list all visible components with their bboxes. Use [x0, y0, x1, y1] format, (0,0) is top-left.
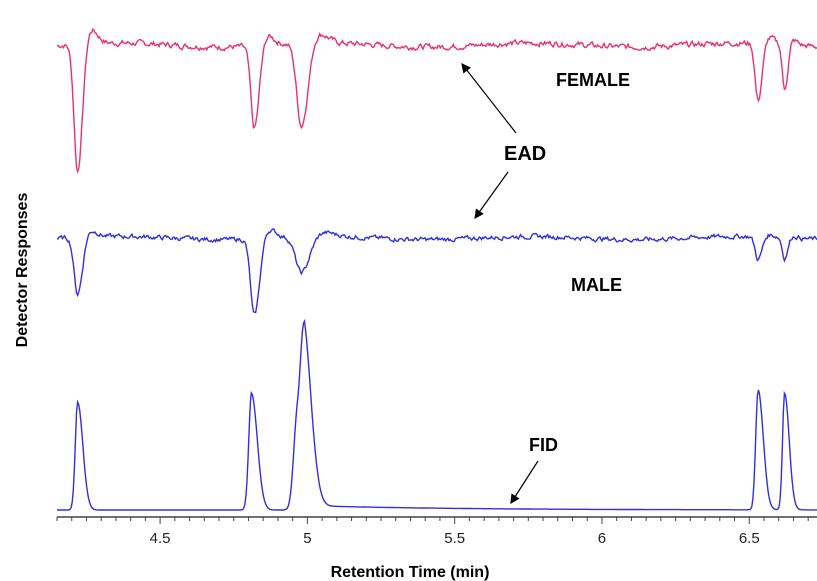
ead-label: EAD [504, 143, 546, 165]
fid-label: FID [529, 435, 558, 455]
x-tick-label: 5.5 [444, 530, 465, 547]
female-trace [56, 27, 817, 174]
x-tick-label: 4.5 [150, 530, 171, 547]
x-axis-title: Retention Time (min) [331, 564, 490, 581]
ead-female-arrow [461, 63, 517, 134]
male-label: MALE [571, 275, 622, 295]
fid-trace [57, 318, 817, 511]
x-tick-label: 6.5 [739, 530, 760, 547]
x-tick-label: 5 [303, 530, 311, 547]
female-label: FEMALE [556, 70, 630, 90]
ead-male-arrow [474, 171, 509, 219]
x-axis-ticks: 4.5 5 5.5 6 6.5 [56, 517, 809, 547]
traces-group [56, 27, 817, 511]
male-trace [56, 228, 817, 314]
x-tick-label: 6 [598, 530, 606, 547]
y-axis-title: Detector Responses [14, 193, 31, 348]
fid-arrow [510, 460, 539, 505]
